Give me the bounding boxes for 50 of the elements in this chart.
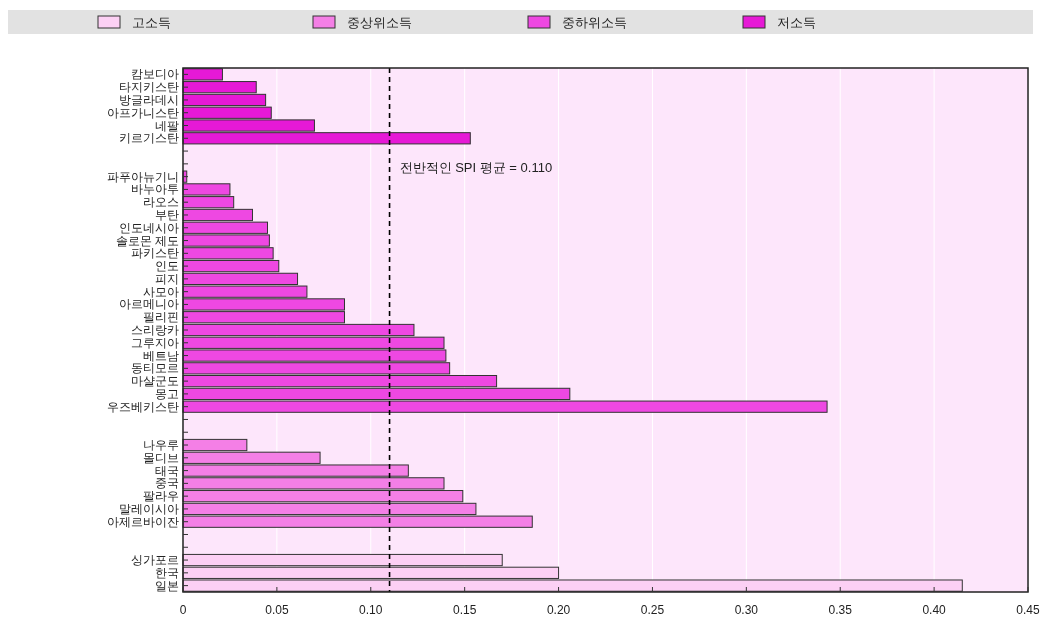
x-tick-label: 0 — [179, 603, 187, 617]
y-tick-label: 캄보디아 — [131, 68, 179, 81]
y-tick-label: 방글라데시 — [119, 93, 179, 106]
y-tick-label: 중국 — [155, 477, 179, 490]
y-tick-label: 솔로몬 제도 — [115, 234, 179, 247]
y-tick-label: 그루지아 — [131, 336, 179, 349]
y-tick-label: 태국 — [155, 464, 179, 477]
x-tick-label: 0.40 — [922, 603, 947, 617]
x-tick-label: 0.10 — [359, 603, 383, 617]
y-tick-label: 아프가니스탄 — [107, 106, 179, 119]
y-tick-label: 마샬군도 — [131, 375, 179, 388]
y-tick-label: 인도네시아 — [119, 221, 179, 234]
x-tick-label: 0.20 — [546, 603, 571, 617]
y-tick-label: 일본 — [155, 579, 179, 592]
y-tick-label: 동티모르 — [131, 362, 179, 375]
y-tick-label: 베트남 — [143, 349, 179, 362]
y-tick-label: 부탄 — [155, 208, 179, 221]
y-tick-label: 파키스탄 — [131, 247, 179, 260]
y-tick-label: 라오스 — [143, 196, 179, 209]
y-tick-label: 필리핀 — [143, 311, 179, 324]
x-tick-label: 0.30 — [734, 603, 759, 617]
legend-label: 고소득 — [132, 15, 171, 30]
x-tick-label: 0.05 — [265, 603, 289, 617]
y-tick-label: 몽고 — [155, 387, 179, 400]
y-tick-label: 한국 — [155, 566, 179, 579]
y-tick-label: 말레이시아 — [119, 502, 179, 515]
y-tick-label: 스리랑카 — [131, 324, 179, 336]
legend-label: 중하위소득 — [562, 15, 627, 30]
x-tick-label: 0.45 — [1016, 603, 1040, 617]
y-tick-label: 인도 — [155, 260, 179, 273]
x-tick-label: 0.35 — [828, 603, 853, 617]
y-tick-label: 싱가포르 — [131, 554, 179, 567]
y-tick-label: 네팔 — [155, 119, 179, 132]
y-tick-label: 아제르바이잔 — [107, 515, 179, 528]
legend-label: 저소득 — [777, 15, 816, 30]
x-tick-label: 0.25 — [640, 603, 665, 617]
y-tick-label: 아르메니아 — [119, 298, 179, 311]
y-tick-label: 키르기스탄 — [119, 132, 179, 145]
y-tick-label: 나우루 — [143, 439, 179, 452]
y-tick-label: 바누아투 — [131, 183, 179, 196]
y-tick-label: 타지키스탄 — [119, 81, 179, 94]
y-tick-label: 우즈베키스탄 — [107, 400, 179, 413]
ref-line-label: 전반적인 SPI 평균 = 0.110 — [399, 159, 553, 175]
y-tick-label: 사모아 — [143, 285, 179, 298]
y-tick-label: 몰디브 — [143, 451, 179, 464]
y-tick-label: 파푸아뉴기니 — [107, 170, 179, 183]
y-tick-label: 피지 — [155, 272, 179, 285]
y-tick-label: 팔라우 — [143, 490, 179, 503]
x-tick-label: 0.15 — [452, 603, 477, 617]
legend-label: 중상위소득 — [347, 15, 412, 30]
